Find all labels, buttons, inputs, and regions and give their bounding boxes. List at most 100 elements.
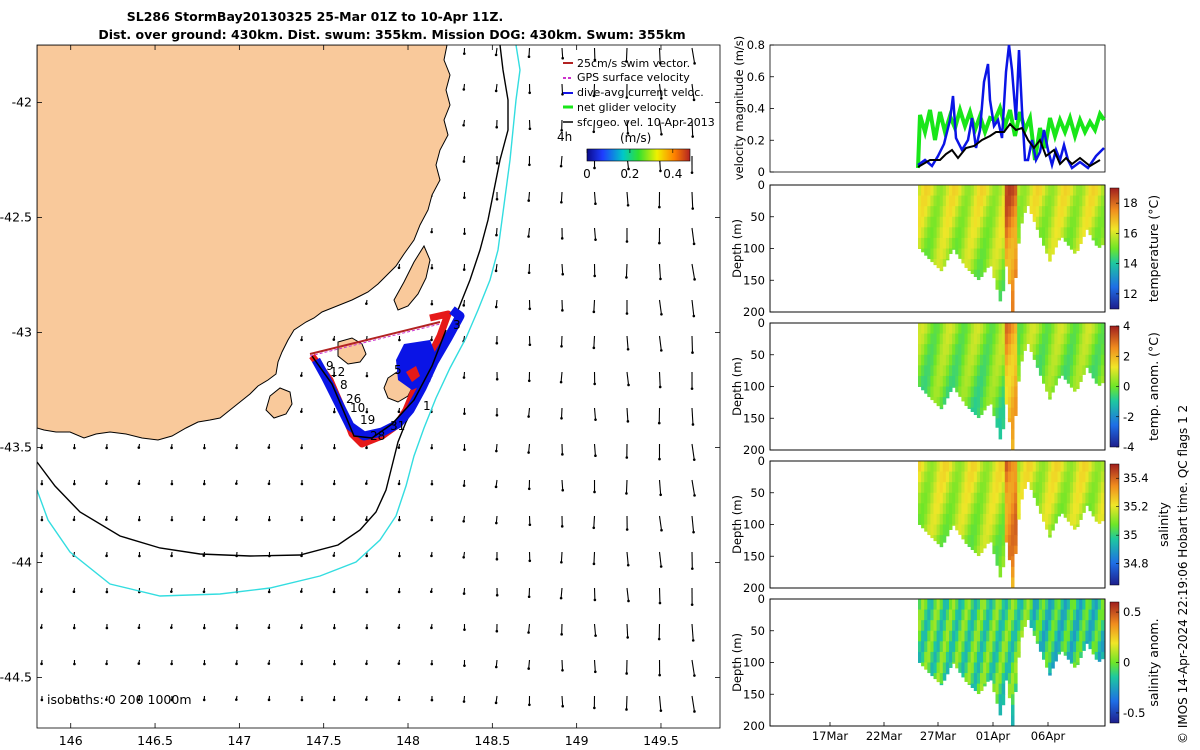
profile-2-cell-8-3 xyxy=(942,492,947,504)
sfc-arrow-head-260 xyxy=(657,637,661,641)
profile-0-cell-59-5 xyxy=(1100,237,1105,246)
profile-2-cell-14-1 xyxy=(961,471,965,483)
map-frame xyxy=(36,44,721,729)
profile-2-cell-0-1 xyxy=(918,471,922,483)
profile-3-cell-3-0 xyxy=(927,599,931,610)
profile-3-cell-16-2 xyxy=(967,620,972,632)
sfc-arrow-head-280 xyxy=(693,674,696,677)
profile-3-cell-23-7 xyxy=(989,673,993,681)
sfc-arrow-head-235 xyxy=(626,420,630,423)
sfc-arrow-head-256 xyxy=(659,493,662,497)
profile-1-cell-49-4 xyxy=(1069,365,1074,377)
profile-2-cell-29-6 xyxy=(1007,524,1012,536)
profile-2-cell-19-2 xyxy=(976,482,981,494)
profile-0-cell-24-3 xyxy=(992,216,996,228)
profile-0-cell-58-0 xyxy=(1097,185,1102,196)
profile-3-cell-50-6 xyxy=(1073,662,1077,668)
sfc-arrow-241 xyxy=(626,623,629,638)
sfc-arrow-head-245 xyxy=(660,97,663,100)
profile-1-cell-39-0 xyxy=(1038,323,1043,334)
profile-1-cell-28-7 xyxy=(1004,397,1009,405)
profile-3-cell-17-1 xyxy=(970,609,975,621)
profile-2-cell-5-7 xyxy=(933,535,937,542)
profile-0-cell-9-5 xyxy=(945,237,950,249)
profile-2-cell-18-7 xyxy=(973,535,978,547)
profile-1-cell-5-4 xyxy=(933,365,937,377)
sfc-arrow-216 xyxy=(593,407,597,420)
profile-2-cbar-title: salinity xyxy=(1156,501,1171,546)
profile-0-cell-4-3 xyxy=(930,216,934,228)
profile-0-cell-26-6 xyxy=(998,248,1003,260)
profile-3-cell-27-1 xyxy=(1001,609,1006,621)
profile-0-cell-29-2 xyxy=(1007,206,1012,218)
profile-0-cell-46-4 xyxy=(1060,227,1065,238)
profile-2-cbar-label-1: 35 xyxy=(1123,528,1138,542)
profile-1-cell-2-2 xyxy=(924,344,928,356)
sfc-arrow-239 xyxy=(626,551,629,566)
profile-1-cell-32-5 xyxy=(1017,375,1021,382)
sfc-arrow-head-205 xyxy=(561,704,564,708)
profile-0-cell-26-4 xyxy=(998,227,1003,239)
map-ytick-label-4: -44 xyxy=(12,554,32,569)
profile-1-cell-26-1 xyxy=(998,333,1003,345)
profile-2-cell-46-1 xyxy=(1060,471,1065,483)
profile-0-cell-57-3 xyxy=(1094,216,1099,228)
profile-1-cell-20-8 xyxy=(980,407,984,415)
profile-0-cell-48-2 xyxy=(1066,206,1071,218)
profile-2-cell-39-0 xyxy=(1038,461,1043,472)
profile-2-cell-23-6 xyxy=(989,524,993,536)
profile-1-cell-52-3 xyxy=(1079,354,1083,366)
sfc-arrow-head-174 xyxy=(527,271,531,275)
profile-1-cell-40-1 xyxy=(1042,333,1046,345)
profile-3-cell-48-5 xyxy=(1066,651,1071,660)
profile-3-cell-49-0 xyxy=(1069,599,1074,610)
profile-3-cell-53-3 xyxy=(1082,630,1086,642)
profile-2-cell-56-0 xyxy=(1091,461,1096,472)
profile-0-cell-38-4 xyxy=(1035,227,1040,230)
profile-3-cell-19-7 xyxy=(976,673,981,685)
title-line2: Dist. over ground: 430km. Dist. swum: 35… xyxy=(98,27,685,42)
sfc-arrow-head-227 xyxy=(626,132,630,135)
profile-2-cell-23-0 xyxy=(989,461,993,472)
profile-2-cell-16-1 xyxy=(967,471,972,483)
profile-3-cell-29-2 xyxy=(1007,620,1012,632)
profile-2-cell-24-3 xyxy=(992,492,996,504)
vel-ytick-label-2: 0.4 xyxy=(747,102,765,116)
profile-2-cell-24-2 xyxy=(992,482,996,494)
profile-2-cell-8-5 xyxy=(942,513,947,525)
profile-2-cell-58-4 xyxy=(1097,503,1102,515)
profile-3-cell-28-3 xyxy=(1004,630,1009,642)
profile-2-cell-2-5 xyxy=(924,513,928,525)
profile-3-cell-14-5 xyxy=(961,651,965,663)
profile-1-cell-29-4 xyxy=(1007,365,1012,377)
profile-3-cell-2-5 xyxy=(924,651,928,663)
profile-2-cell-15-1 xyxy=(964,471,968,483)
profile-2-cell-48-4 xyxy=(1066,503,1071,515)
profile-3-cell-59-2 xyxy=(1100,620,1105,632)
profile-2-cell-59-1 xyxy=(1100,471,1105,483)
profile-0-cell-29-1 xyxy=(1007,195,1012,207)
profile-3-cell-29-3 xyxy=(1007,630,1012,642)
profile-1-cell-4-6 xyxy=(930,386,934,398)
profile-0-cell-22-2 xyxy=(986,206,990,218)
profile-0-cell-59-3 xyxy=(1100,216,1105,228)
profile-1-cell-53-4 xyxy=(1082,365,1086,375)
profile-1-cell-45-3 xyxy=(1057,354,1061,366)
profile-1-cell-13-4 xyxy=(958,365,962,377)
profile-0-cell-55-1 xyxy=(1088,195,1092,207)
map-xtick-label-0: 146 xyxy=(59,733,83,748)
profile-1-cell-29-8 xyxy=(1007,407,1012,419)
profile-3-cell-11-3 xyxy=(952,630,956,642)
profile-1-cell-26-0 xyxy=(998,323,1003,334)
sfc-arrow-head-158 xyxy=(495,377,499,381)
profile-3-cell-43-5 xyxy=(1051,651,1055,663)
profile-3-cell-6-1 xyxy=(936,609,941,621)
profile-2-cell-43-6 xyxy=(1051,524,1055,531)
sfc-arrow-head-162 xyxy=(495,521,498,525)
profile-0-cell-24-5 xyxy=(992,237,996,249)
profile-0-cell-17-2 xyxy=(970,206,975,218)
profile-0-cell-3-0 xyxy=(927,185,931,196)
profile-0-cell-44-3 xyxy=(1054,216,1058,228)
profile-0-cell-3-4 xyxy=(927,227,931,239)
profile-3-cell-5-4 xyxy=(933,641,937,653)
